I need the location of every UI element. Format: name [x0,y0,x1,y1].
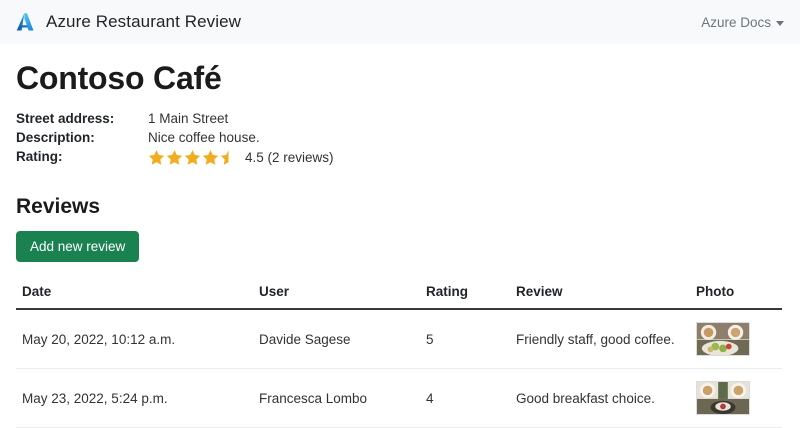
star-full-icon [184,150,201,165]
cell-user: Davide Sagese [253,309,420,369]
detail-label-rating: Rating: [16,149,63,164]
cell-date: May 20, 2022, 10:12 a.m. [16,309,253,369]
star-rating [148,149,237,166]
review-photo-thumbnail[interactable] [696,381,750,415]
cell-photo [690,368,782,428]
detail-value-address: 1 Main Street [148,111,229,126]
azure-logo-icon [16,13,34,31]
star-full-icon [202,150,219,165]
restaurant-details: Street address: 1 Main Street Descriptio… [16,111,334,169]
reviews-table-body: May 20, 2022, 10:12 a.m. Davide Sagese 5… [16,309,782,428]
reviews-heading: Reviews [16,195,101,218]
chevron-down-icon [776,20,784,26]
add-new-review-button[interactable]: Add new review [16,231,140,262]
detail-row-address: Street address: 1 Main Street [16,111,334,130]
cell-user: Francesca Lombo [253,368,420,428]
brand-title: Azure Restaurant Review [46,12,242,31]
azure-docs-dropdown[interactable]: Azure Docs [701,15,784,30]
page-title: Contoso Café [16,60,222,96]
rating-summary: 4.5 (2 reviews) [245,149,334,165]
star-full-icon [148,150,165,165]
column-header-date: Date [16,284,253,310]
brand[interactable]: Azure Restaurant Review [14,11,241,33]
table-row: May 20, 2022, 10:12 a.m. Davide Sagese 5… [16,309,782,369]
cell-photo [690,309,782,369]
cell-date: May 23, 2022, 5:24 p.m. [16,368,253,428]
detail-value-description: Nice coffee house. [148,130,260,145]
detail-row-rating: Rating: 4.5 (2 reviews) [16,149,334,169]
star-full-icon [166,150,183,165]
star-half-icon [220,150,229,165]
top-navbar: Azure Restaurant Review Azure Docs [0,0,800,44]
table-row: May 23, 2022, 5:24 p.m. Francesca Lombo … [16,368,782,428]
cell-rating: 4 [420,368,510,428]
column-header-user: User [253,284,420,310]
cell-review: Good breakfast choice. [510,368,690,428]
reviews-table: Date User Rating Review Photo May 20, 20… [16,284,782,428]
reviews-header-row: Date User Rating Review Photo [16,284,782,310]
reviews-table-head: Date User Rating Review Photo [16,284,782,310]
detail-row-description: Description: Nice coffee house. [16,130,334,149]
azure-docs-label: Azure Docs [701,14,771,30]
column-header-rating: Rating [420,284,510,310]
page-content: Contoso Café Street address: 1 Main Stre… [0,44,800,428]
column-header-review: Review [510,284,690,310]
column-header-photo: Photo [690,284,782,310]
detail-value-rating: 4.5 (2 reviews) [148,149,334,169]
cell-rating: 5 [420,309,510,369]
review-photo-thumbnail[interactable] [696,322,750,356]
detail-label-address: Street address: [16,111,115,126]
detail-label-description: Description: [16,130,95,145]
cell-review: Friendly staff, good coffee. [510,309,690,369]
